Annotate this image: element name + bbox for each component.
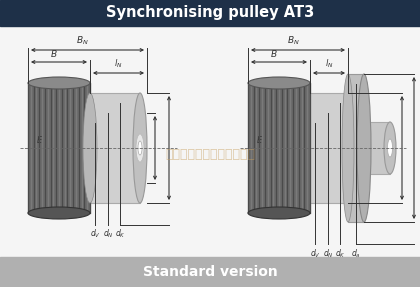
Text: Synchronising pulley AT3: Synchronising pulley AT3 — [106, 5, 314, 20]
Text: $B$: $B$ — [50, 48, 58, 59]
Bar — [0, 0, 420, 26]
Bar — [90, 93, 140, 203]
Text: $d_N$: $d_N$ — [323, 247, 333, 259]
Bar — [248, 83, 310, 213]
Text: $B_N$: $B_N$ — [76, 34, 89, 47]
Bar — [310, 93, 348, 203]
Ellipse shape — [28, 77, 90, 89]
Ellipse shape — [136, 134, 144, 162]
Text: $B_N$: $B_N$ — [286, 34, 299, 47]
Text: $d_V$: $d_V$ — [89, 228, 100, 241]
Text: $E$: $E$ — [256, 134, 264, 145]
Bar — [348, 74, 364, 222]
Ellipse shape — [357, 74, 371, 222]
Ellipse shape — [248, 207, 310, 219]
Text: $d_K$: $d_K$ — [335, 247, 345, 259]
Text: Standard version: Standard version — [143, 265, 277, 279]
Ellipse shape — [83, 93, 97, 203]
Ellipse shape — [384, 122, 396, 174]
Text: $d_a$: $d_a$ — [351, 247, 361, 259]
Ellipse shape — [248, 77, 310, 89]
Text: $B$: $B$ — [270, 48, 278, 59]
Bar — [28, 83, 90, 213]
Text: $E$: $E$ — [37, 134, 44, 145]
Bar — [364, 122, 390, 174]
Text: $l_N$: $l_N$ — [325, 57, 333, 70]
Text: $d_K$: $d_K$ — [115, 228, 125, 241]
Bar — [0, 257, 420, 287]
Ellipse shape — [342, 74, 354, 222]
Ellipse shape — [28, 207, 90, 219]
Text: $d_N$: $d_N$ — [102, 228, 113, 241]
Text: 上海夏谟工业皮带有限公司: 上海夏谟工业皮带有限公司 — [165, 148, 255, 162]
Text: $l_N$: $l_N$ — [114, 57, 123, 70]
Ellipse shape — [133, 93, 147, 203]
Text: $d_V$: $d_V$ — [310, 247, 320, 259]
Ellipse shape — [138, 141, 142, 155]
Ellipse shape — [388, 139, 393, 157]
